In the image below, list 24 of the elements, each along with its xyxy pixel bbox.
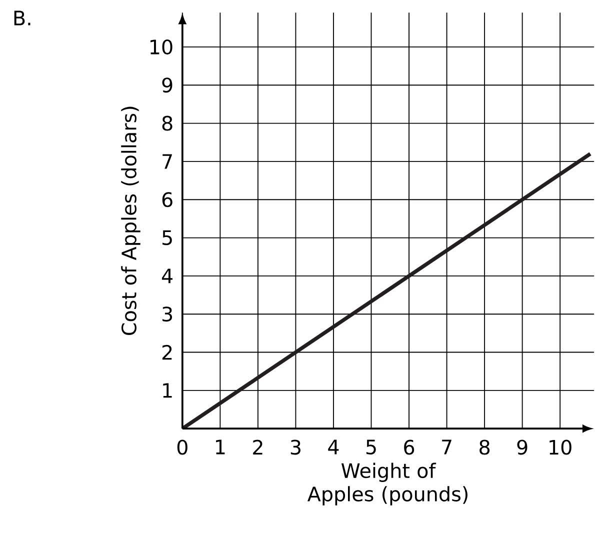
y-tick-label: 1 xyxy=(163,383,172,398)
y-tick-label: 3 xyxy=(162,306,172,322)
x-tick-label: 7 xyxy=(442,440,452,454)
x-tick-label: 3 xyxy=(290,440,300,455)
y-tick-label: 10 xyxy=(150,39,172,54)
x-tick-label: 0 xyxy=(177,440,188,455)
x-tick-label: 8 xyxy=(480,440,490,455)
y-tick-label: 6 xyxy=(162,192,172,208)
y-tick-label: 2 xyxy=(162,344,172,360)
x-tick-label: 9 xyxy=(517,440,528,455)
y-tick-label: 8 xyxy=(162,116,172,131)
x-tick-label: 10 xyxy=(550,440,572,455)
y-tick-label: 7 xyxy=(162,154,172,169)
x-tick-label: 4 xyxy=(328,440,339,454)
x-axis-title: Weight of Apples (pounds) xyxy=(307,462,468,506)
y-tick-label: 9 xyxy=(162,78,172,93)
x-tick-label: 1 xyxy=(216,440,225,454)
y-tick-label: 5 xyxy=(162,230,172,246)
text: B. xyxy=(14,10,30,26)
x-tick-label: 5 xyxy=(366,440,376,454)
y-axis-title: Cost of Apples (dollars) xyxy=(121,106,140,335)
x-tick-label: 2 xyxy=(253,440,262,454)
x-tick-label: 6 xyxy=(404,440,414,455)
y-tick-label: 4 xyxy=(162,268,172,284)
